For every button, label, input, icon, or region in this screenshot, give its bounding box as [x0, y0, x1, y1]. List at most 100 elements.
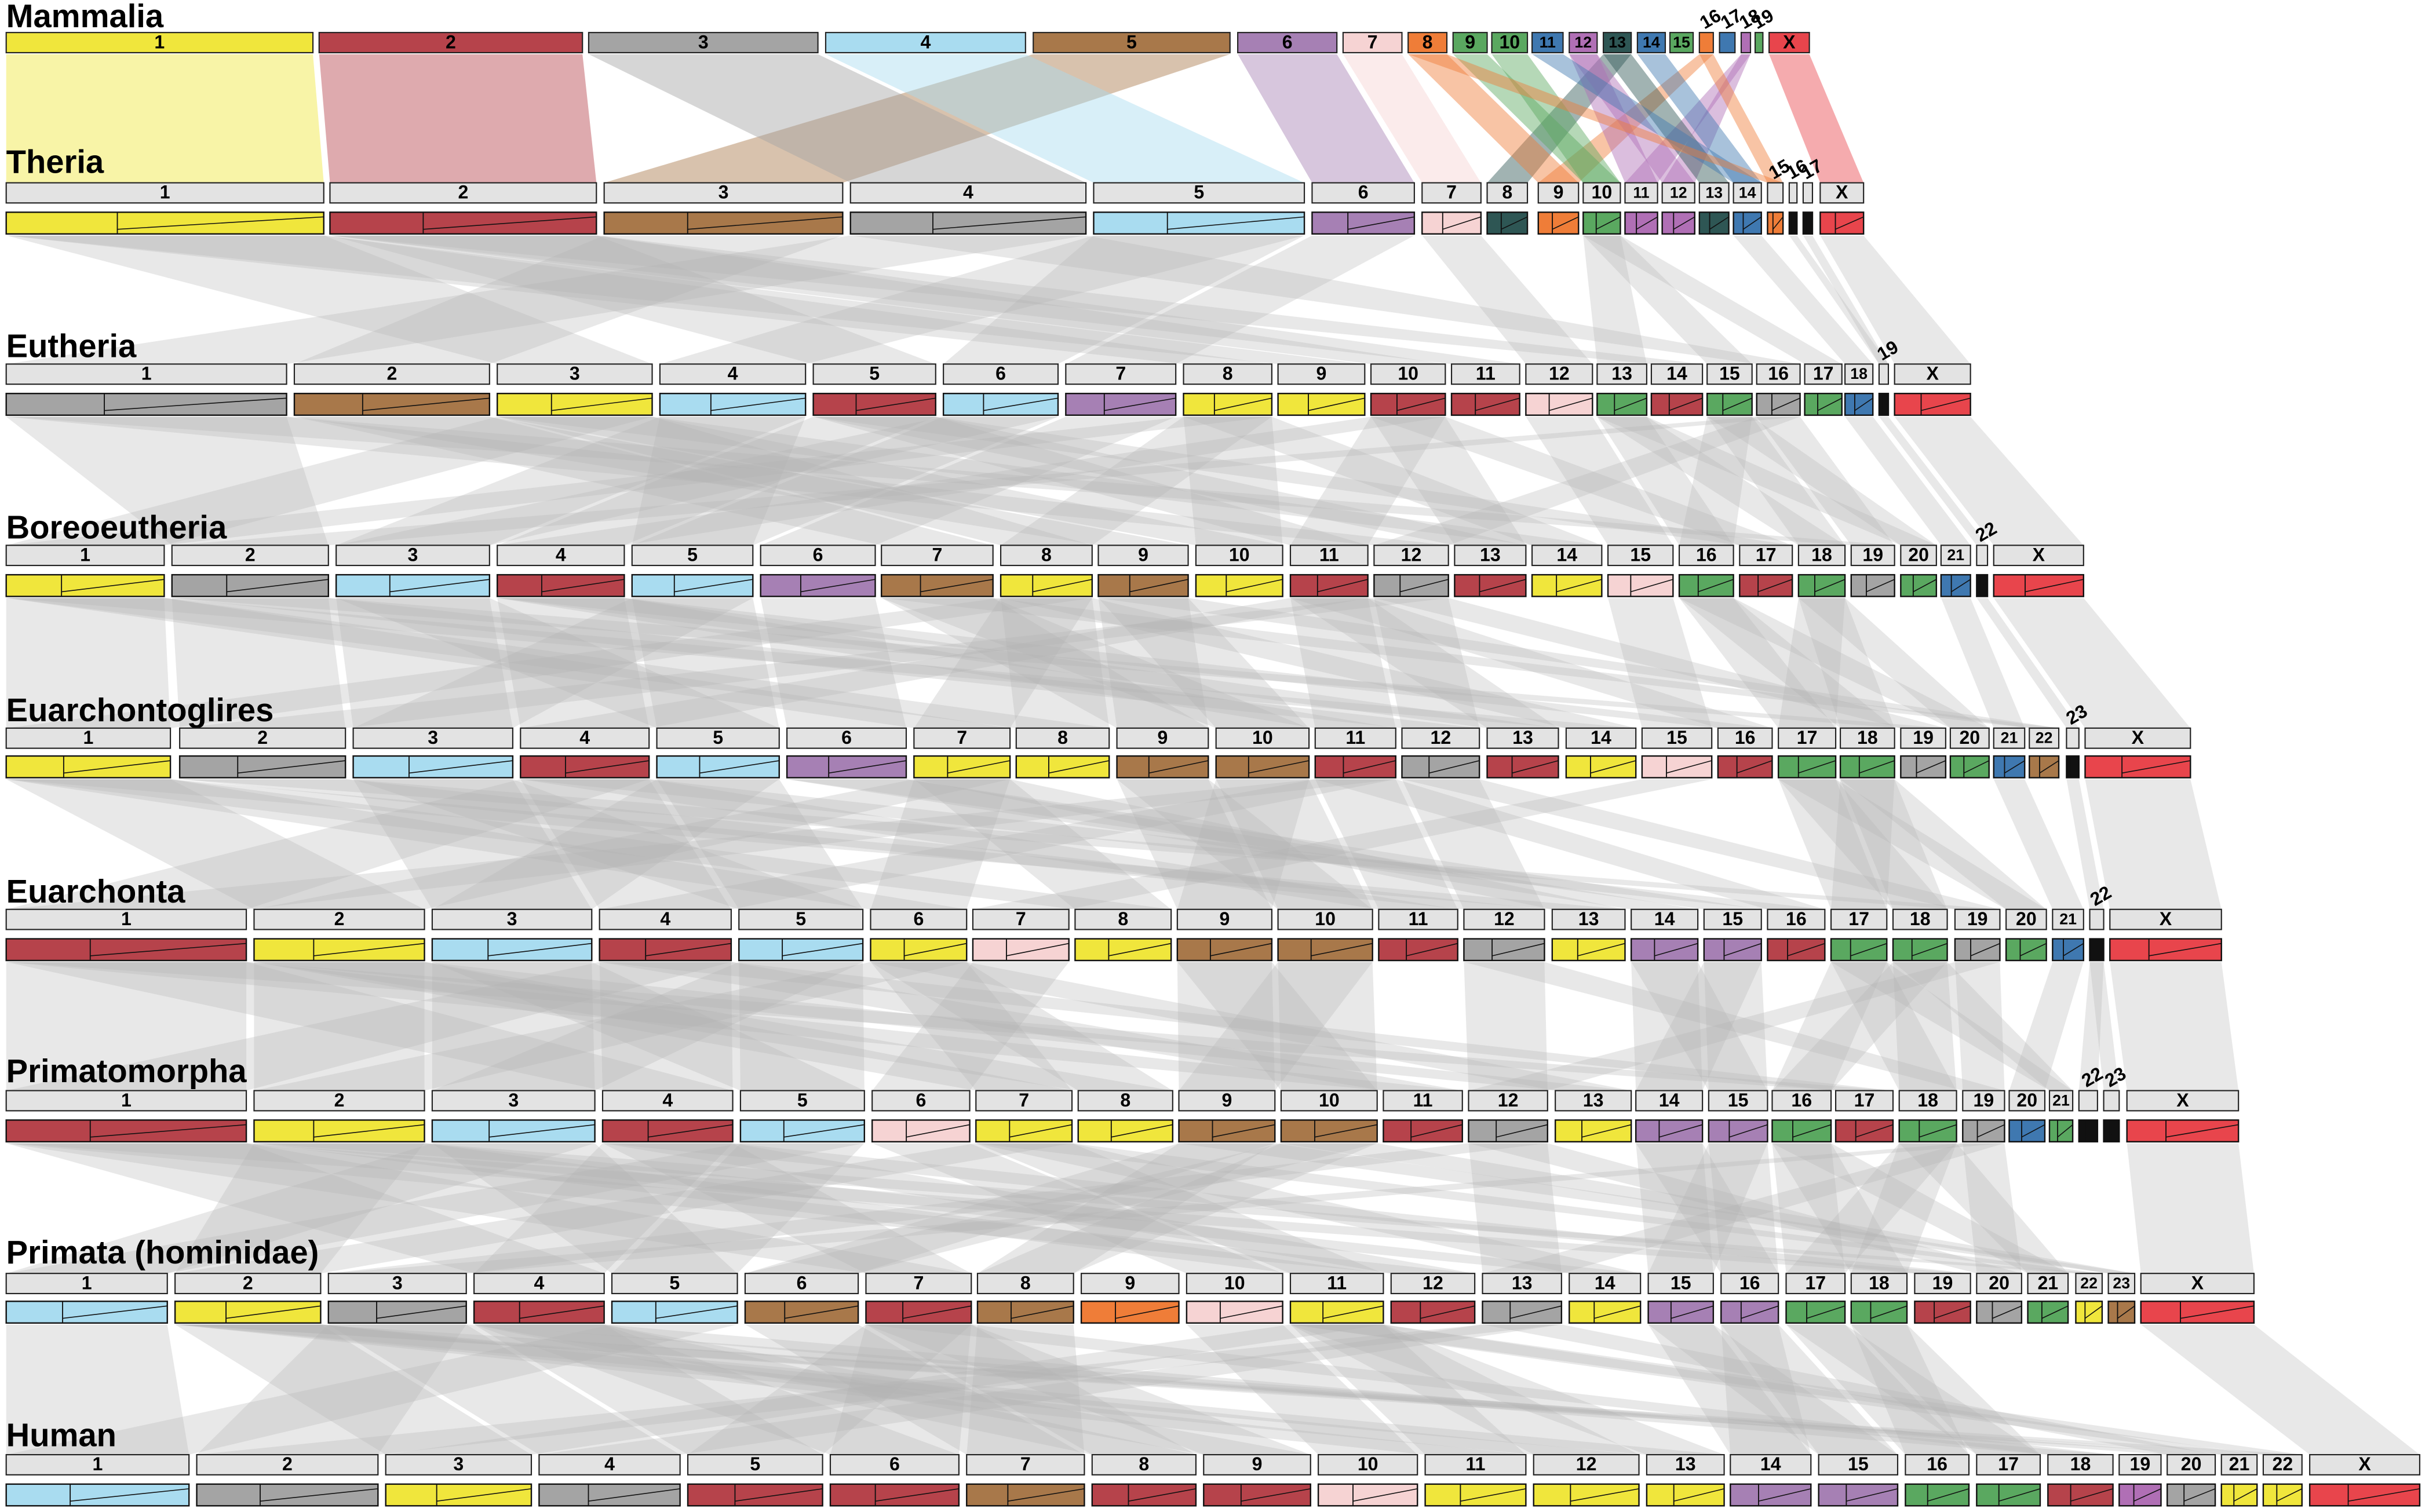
chromosome-label: 14: [1595, 1272, 1615, 1293]
chromosome-strip: [1215, 755, 1310, 779]
strip-inversion: [2180, 1305, 2255, 1319]
chromosome-label: 10: [1229, 544, 1250, 565]
synteny-ribbon: [1831, 779, 1895, 910]
chromosome-strip: [1650, 393, 1704, 416]
strip-inversion: [1314, 1124, 1377, 1138]
strip-inversion: [1322, 1305, 1384, 1319]
chromosome-label: 1: [82, 1272, 92, 1293]
chromosome-strip: [1900, 755, 1947, 779]
chromosome-strip: [1819, 211, 1865, 235]
chromosome-strip: [1720, 1301, 1779, 1324]
chromosome-label: 13: [1609, 34, 1626, 51]
chromosome-box: [538, 1453, 681, 1476]
synteny-ribbon: [1290, 1324, 1639, 1455]
strip-inversion: [1870, 1305, 1908, 1319]
chromosome-label: 13: [1583, 1090, 1604, 1111]
chromosome-strip: [599, 938, 732, 962]
chromosome-label: 11: [1466, 1453, 1486, 1474]
chromosome-box: [687, 1453, 823, 1476]
chromosome-label: 6: [841, 727, 852, 748]
strip-inversion: [1787, 943, 1825, 956]
synteny-ribbon: [497, 417, 1092, 546]
synteny-ribbon: [1798, 598, 1895, 728]
strip-inversion: [1698, 579, 1734, 593]
synteny-ribbon: [497, 598, 1396, 728]
chromosome-label: 13: [1611, 363, 1632, 384]
synteny-ribbon: [1831, 962, 2073, 1091]
strip-inversion: [1919, 1124, 1957, 1138]
chromosome-box: [1551, 908, 1626, 930]
chromosome-box: [1407, 32, 1448, 53]
strip-inversion: [1913, 579, 1937, 593]
chromosome-box: [5, 1090, 247, 1112]
chromosome-strip: [1074, 938, 1172, 962]
synteny-ribbon: [1066, 235, 1414, 364]
synteny-ribbon: [6, 1324, 738, 1455]
synteny-ribbon: [632, 417, 806, 546]
strip-inversion: [983, 397, 1059, 411]
chromosome-label: 3: [428, 727, 438, 748]
chromosome-strip: [1777, 755, 1837, 779]
chromosome-label: 13: [1705, 184, 1723, 201]
synteny-ribbon: [497, 417, 1602, 546]
chromosome-strip: [1850, 1301, 1908, 1324]
chromosome-strip: [739, 1119, 865, 1143]
strip-inversion: [1596, 216, 1621, 230]
chromosome-label: 18: [1910, 908, 1931, 929]
chromosome-label: 11: [1409, 908, 1428, 929]
strip-inversion: [2149, 943, 2222, 956]
chromosome-box: [385, 1453, 533, 1476]
chromosome-box: [1183, 363, 1272, 385]
chromosome-label: 20: [1908, 544, 1929, 565]
strip-inversion: [1866, 579, 1895, 593]
strip-inversion: [1008, 1488, 1085, 1502]
chromosome-box: [966, 1453, 1085, 1476]
chromosome-strip: [603, 211, 844, 235]
chromosome-box: [1091, 1453, 1197, 1476]
chromosome-box: [1976, 1453, 2041, 1476]
strip-inversion: [902, 1305, 972, 1319]
chromosome-box: [1491, 32, 1529, 53]
chromosome-box: [1905, 1453, 1970, 1476]
chromosome-box: [1739, 545, 1793, 567]
synteny-ribbon: [2009, 962, 2084, 1091]
synteny-ribbon: [328, 1324, 2216, 1455]
synteny-ribbon: [602, 1143, 972, 1274]
synteny-ribbon: [1597, 417, 1734, 546]
chromosome-strip: [2027, 1301, 2069, 1324]
synteny-ribbon: [1831, 962, 1957, 1091]
chromosome-strip: [656, 755, 780, 779]
chromosome-label: 13: [1512, 727, 1533, 748]
strip-inversion: [1791, 217, 1797, 230]
strip-inversion: [1512, 760, 1559, 774]
synteny-ribbon: [336, 598, 513, 728]
synteny-ribbon: [336, 598, 779, 728]
synteny-ribbon: [1721, 1324, 1898, 1455]
chromosome-label: 10: [1224, 1272, 1245, 1293]
chromosome-label: 4: [579, 727, 590, 748]
chromosome-strip: [829, 1483, 960, 1507]
strip-inversion: [1927, 1488, 1970, 1502]
synteny-ribbon: [813, 417, 1793, 546]
strip-inversion: [1912, 943, 1947, 956]
chromosome-strip: [2047, 1483, 2114, 1507]
chromosome-label: 5: [713, 727, 723, 748]
synteny-ribbon: [1778, 779, 1887, 910]
chromosome-box: [1531, 32, 1564, 53]
chromosome-box: [2052, 908, 2084, 930]
chromosome-label: 20: [2016, 908, 2037, 929]
chromosome-box: [812, 363, 936, 385]
chromosome-strip: [1756, 393, 1801, 416]
strip-inversion: [1771, 397, 1800, 411]
chromosome-strip: [2308, 1483, 2421, 1507]
chromosome-box: [1015, 727, 1110, 749]
chromosome-box: [881, 545, 994, 567]
chromosome-strip: [1641, 755, 1713, 779]
synteny-ribbon: [1402, 779, 2000, 910]
strip-inversion: [2039, 760, 2059, 774]
synteny-ribbon: [2089, 962, 2120, 1091]
chromosome-label: 12: [1401, 544, 1422, 565]
chromosome-box: [2126, 1090, 2240, 1112]
chromosome-label: 15: [1630, 544, 1651, 565]
chromosome-strip: [5, 1301, 168, 1324]
